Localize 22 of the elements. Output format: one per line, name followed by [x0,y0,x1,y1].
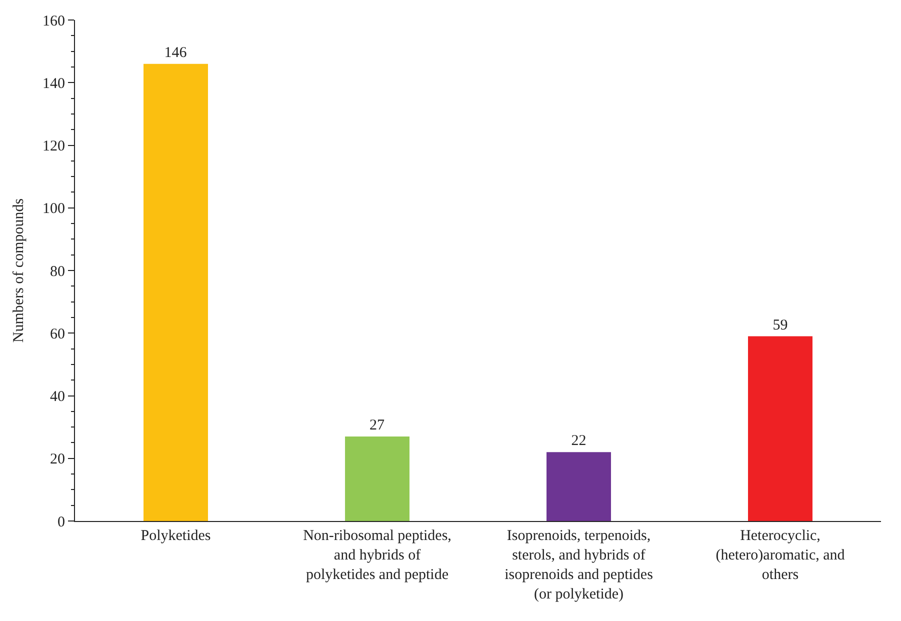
y-tick-label: 100 [42,201,65,218]
y-tick-label: 0 [58,514,65,530]
x-tick-label: Polyketides [140,528,211,544]
y-tick-label: 80 [50,264,65,280]
x-tick-label: Heterocyclic, (hetero)aromatic, and others [716,528,846,583]
y-axis-title: Numbers of compounds [10,198,27,343]
bar [546,452,611,521]
y-tick-label: 160 [42,13,65,30]
bar [748,336,812,521]
data-label: 146 [164,44,188,61]
y-tick-label: 120 [42,138,65,154]
y-tick-label: 40 [50,389,65,405]
data-label: 27 [370,417,385,434]
data-label: 22 [571,433,586,450]
data-label: 59 [772,317,788,334]
bar [345,436,410,521]
y-tick-label: 140 [42,76,65,92]
bar [144,64,208,521]
x-tick-label: Non-ribosomal peptides, and hybrids of polyketides and peptide [303,528,452,583]
y-tick-label: 60 [50,326,65,342]
x-tick-label: Isoprenoids, terpenoids, sterols, and hybrids of isoprenoids and peptides (or polyketide) [504,528,654,602]
y-tick-label: 20 [50,452,65,468]
